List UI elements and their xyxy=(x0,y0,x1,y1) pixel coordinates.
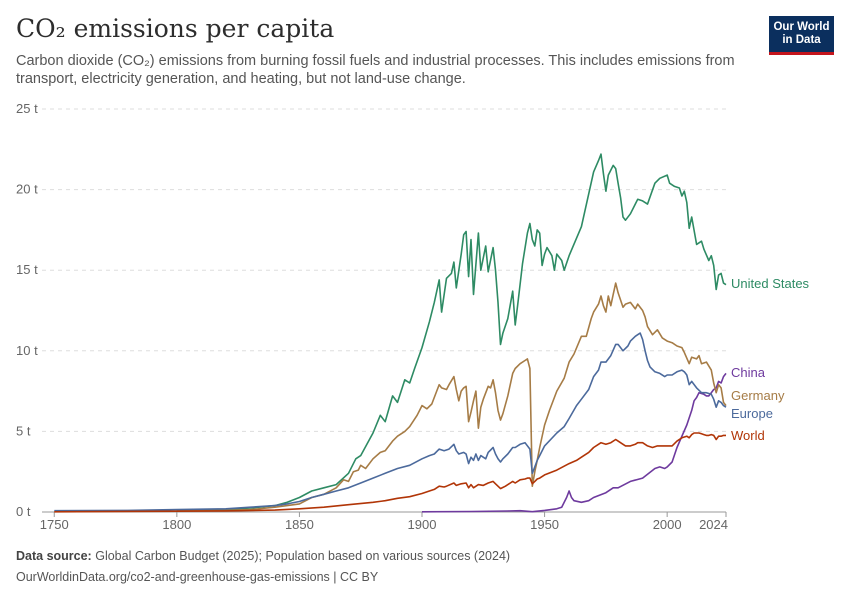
series-line-europe[interactable] xyxy=(54,332,727,512)
x-tick-label: 2000 xyxy=(653,517,682,532)
chart-title: CO₂ emissions per capita xyxy=(16,14,335,43)
x-axis: 1750 1800 1850 1900 1950 2000 2024 xyxy=(40,511,728,532)
logo-line-2: in Data xyxy=(782,34,821,46)
series-label-europe[interactable]: Europe xyxy=(731,406,773,421)
y-tick-label: 5 t xyxy=(16,423,31,438)
series-lines xyxy=(54,153,727,513)
x-tick-label: 1850 xyxy=(285,517,314,532)
data-source-text: Global Carbon Budget (2025); Population … xyxy=(95,549,511,563)
x-tick-label: 1750 xyxy=(40,517,69,532)
chart-subtitle: Carbon dioxide (CO₂) emissions from burn… xyxy=(16,53,735,87)
x-tick-label: 2024 xyxy=(699,517,728,532)
series-labels: United States China Germany Europe World xyxy=(731,276,810,443)
series-line-china[interactable] xyxy=(421,372,727,513)
logo-line-1: Our World xyxy=(773,21,830,33)
series-label-world[interactable]: World xyxy=(731,428,765,443)
series-line-germany[interactable] xyxy=(176,282,727,512)
grid-lines xyxy=(42,108,726,432)
line-chart: 0 t5 t10 t15 t20 t25 t 1750 1800 1850 1900 1… xyxy=(16,101,810,532)
x-tick-label: 1950 xyxy=(530,517,559,532)
y-tick-label: 0 t xyxy=(16,504,31,519)
owid-logo[interactable]: Our World in Data xyxy=(769,16,834,55)
series-label-china[interactable]: China xyxy=(731,365,766,380)
y-tick-label: 20 t xyxy=(16,182,38,197)
y-tick-label: 25 t xyxy=(16,101,38,116)
series-label-germany[interactable]: Germany xyxy=(731,388,785,403)
x-tick-label: 1900 xyxy=(408,517,437,532)
series-label-united-states[interactable]: United States xyxy=(731,276,810,291)
y-axis-ticks: 0 t 5 t 10 t 15 t 20 t 25 t xyxy=(16,101,38,519)
series-line-united-states[interactable] xyxy=(176,153,727,512)
y-tick-label: 15 t xyxy=(16,262,38,277)
source-url[interactable]: OurWorldinData.org/co2-and-greenhouse-ga… xyxy=(16,570,379,584)
x-tick-label: 1800 xyxy=(162,517,191,532)
data-source-label: Data source: xyxy=(16,549,92,563)
y-tick-label: 10 t xyxy=(16,343,38,358)
series-line-world[interactable] xyxy=(54,432,726,513)
data-source-line: Data source: Global Carbon Budget (2025)… xyxy=(16,549,510,563)
